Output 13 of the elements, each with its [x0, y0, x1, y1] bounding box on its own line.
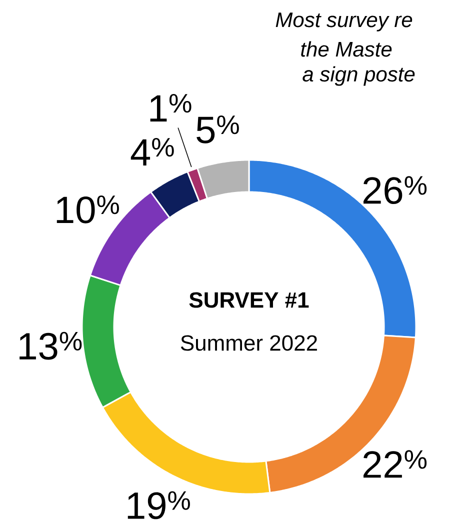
text: Most survey re — [276, 12, 412, 32]
data-label: 5$^{%}$ — [196, 116, 239, 144]
data-label: 10$^{%}$ — [56, 196, 119, 224]
data-label: 4$^{%}$ — [130, 138, 174, 166]
text: Summer 2022 — [180, 335, 317, 351]
data-label: 19$^{%}$ — [128, 491, 190, 520]
data-label: 13$^{%}$ — [20, 332, 82, 360]
data-label: 1$^{%}$ — [150, 94, 192, 122]
text: the Maste — [301, 41, 392, 57]
data-label: 26$^{%}$ — [363, 176, 427, 204]
text: SURVEY #1 — [189, 292, 309, 308]
data-label: 22$^{%}$ — [363, 450, 427, 478]
text: a sign poste — [302, 66, 415, 86]
